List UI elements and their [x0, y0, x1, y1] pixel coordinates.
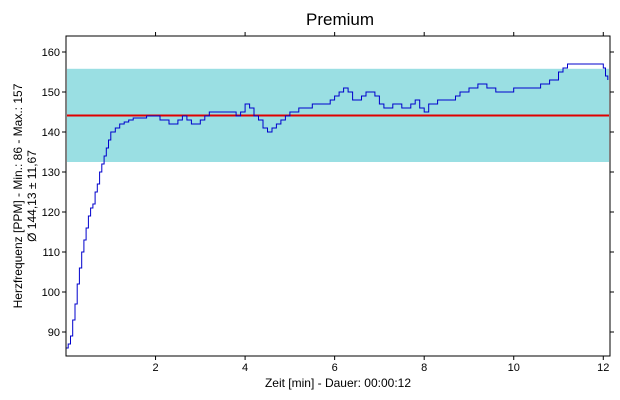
- y-tick-label: 150: [42, 87, 60, 99]
- y-tick-label: 120: [42, 207, 60, 219]
- x-tick-label: 8: [421, 362, 427, 374]
- x-tick-label: 12: [597, 362, 609, 374]
- x-axis-ticks: 2 4 6 8 10 12: [152, 32, 609, 374]
- x-axis-title: Zeit [min] - Dauer: 00:00:12: [265, 376, 411, 390]
- x-tick-label: 4: [242, 362, 248, 374]
- y-axis-title-line-2: Ø 144,13 ± 11,67: [25, 150, 39, 242]
- x-tick-label: 6: [332, 362, 338, 374]
- plot-border: [65, 35, 611, 357]
- y-axis-ticks: 90 100 110 120 130 140 150 160: [42, 47, 614, 339]
- y-tick-label: 100: [42, 287, 60, 299]
- chart-title: Premium: [306, 10, 374, 29]
- y-tick-label: 110: [42, 247, 60, 259]
- y-tick-label: 130: [42, 167, 60, 179]
- heart-rate-series-line: [66, 63, 609, 349]
- y-tick-label: 90: [48, 327, 60, 339]
- x-tick-label: 2: [152, 362, 158, 374]
- y-axis-title-line-1: Herzfrequenz [PPM] - Min.: 86 - Max.: 15…: [11, 83, 25, 308]
- y-tick-label: 160: [42, 47, 60, 59]
- x-tick-label: 10: [508, 362, 520, 374]
- series-layer: [66, 63, 609, 349]
- y-tick-label: 140: [42, 127, 60, 139]
